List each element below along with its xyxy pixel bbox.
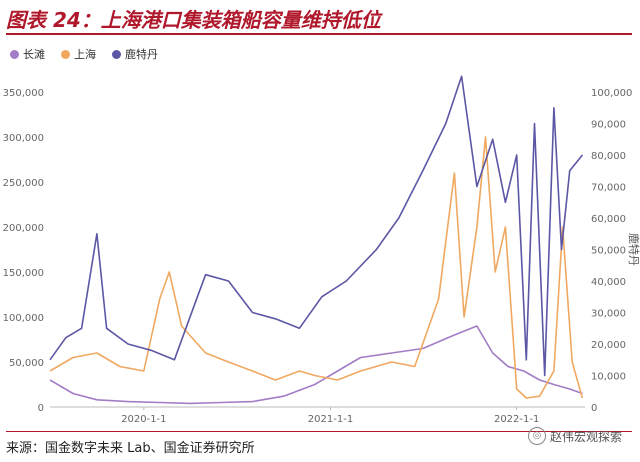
legend-label-shanghai: 上海 (74, 48, 96, 61)
y-left-tick-label: 200,000 (3, 223, 44, 234)
y-left-tick-label: 350,000 (3, 88, 44, 99)
source-rule (6, 431, 632, 432)
y-right-tick-label: 20,000 (591, 340, 626, 351)
y-left-tick-label: 50,000 (9, 358, 44, 369)
y-left-tick-label: 300,000 (3, 133, 44, 144)
y-right-tick-label: 10,000 (591, 372, 626, 383)
title-rule (6, 33, 632, 35)
legend-item-changtan: 长滩 (10, 46, 45, 62)
legend-item-lutedan: 鹿特丹 (112, 46, 158, 62)
y-right-tick-label: 30,000 (591, 309, 626, 320)
legend-swatch-lutedan (112, 49, 121, 59)
figure-title: 图表 24：上海港口集装箱船容量维持低位 (6, 8, 381, 32)
y-right-tick-label: 50,000 (591, 246, 626, 257)
x-tick-label: 2020-1-1 (121, 414, 166, 422)
watermark: ◎ 赵伟宏观探索 (527, 427, 622, 445)
watermark-text: 赵伟宏观探索 (549, 429, 622, 444)
series-line-上海 (49, 136, 584, 399)
y-right-tick-label: 80,000 (591, 151, 626, 162)
line-chart: 0 50,000 100,000 150,000 200,000 250,000 300,0… (3, 75, 640, 422)
y-left-tick-label: 150,000 (3, 268, 44, 279)
x-tick-label: 2022-1-1 (494, 414, 539, 422)
legend-item-shanghai: 上海 (61, 46, 96, 62)
series-line-长滩 (49, 325, 583, 405)
x-tick-label: 2021-1-1 (308, 414, 353, 422)
y-left-tick-label: 0 (38, 403, 44, 414)
y-right-tick-label: 90,000 (591, 120, 626, 131)
legend-swatch-shanghai (61, 49, 70, 59)
y-right-tick-label: 60,000 (591, 214, 626, 225)
legend-label-changtan: 长滩 (23, 48, 45, 61)
y-left-tick-label: 100,000 (3, 313, 44, 324)
y-right-tick-label: 40,000 (591, 277, 626, 288)
wechat-icon: ◎ (527, 427, 546, 445)
y-left-tick-label: 250,000 (3, 178, 44, 189)
legend-swatch-changtan (10, 49, 19, 59)
series-line-鹿特丹 (49, 75, 584, 377)
y-right-tick-label: 0 (591, 403, 597, 414)
legend-label-lutedan: 鹿特丹 (125, 48, 158, 61)
source-note: 来源：国金数字未来 Lab、国金证券研究所 (6, 441, 255, 456)
chart-legend: 长滩 上海 鹿特丹 (10, 46, 158, 62)
y-right-axis-label: 鹿特丹 (627, 233, 640, 266)
y-right-tick-label: 100,000 (591, 88, 632, 99)
y-right-tick-label: 70,000 (591, 183, 626, 194)
